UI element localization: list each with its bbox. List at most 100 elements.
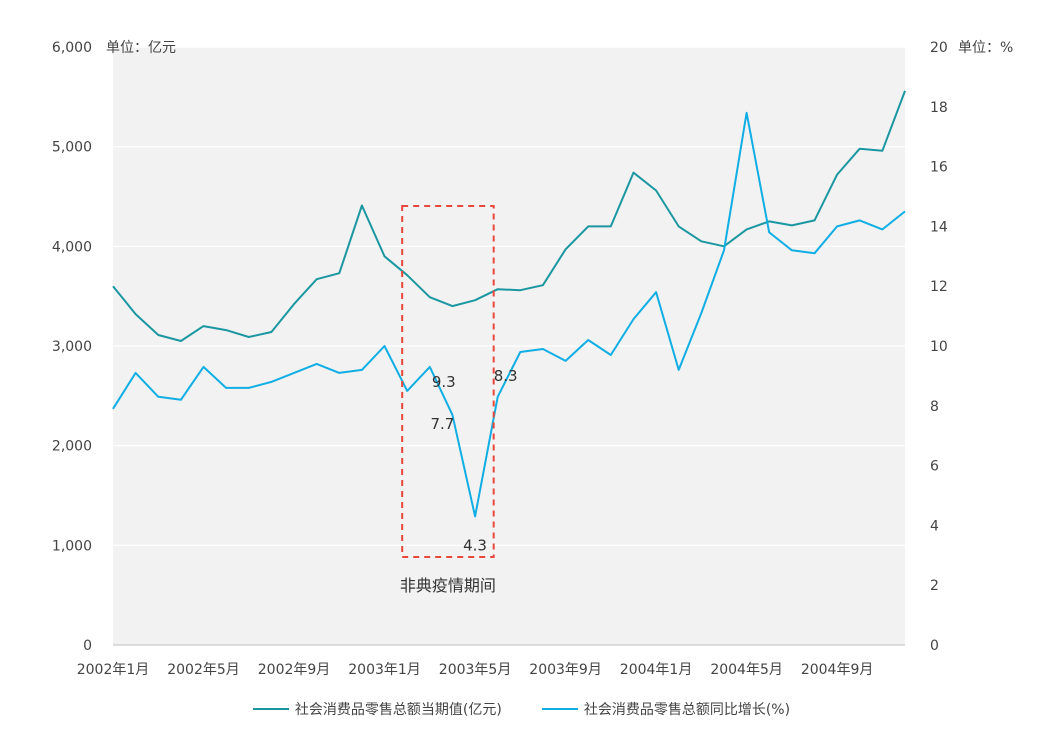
y-left-tick-label: 1,000 xyxy=(52,538,92,554)
data-point-retail-value xyxy=(337,271,341,275)
data-point-retail-growth xyxy=(202,365,206,369)
y-right-tick-label: 12 xyxy=(930,279,948,295)
data-point-retail-growth xyxy=(224,386,228,390)
data-point-retail-growth xyxy=(541,347,545,351)
data-point-retail-value xyxy=(586,224,590,228)
x-tick-label: 2002年9月 xyxy=(258,662,331,678)
y-left-tick-label: 0 xyxy=(83,638,92,654)
data-point-retail-growth xyxy=(405,389,409,393)
legend-item-retail-growth: 社会消费品零售总额同比增长(%) xyxy=(541,699,790,719)
y-right-tick-label: 20 xyxy=(930,40,948,56)
data-point-retail-value xyxy=(383,254,387,258)
y-right-tick-label: 0 xyxy=(930,638,939,654)
data-point-retail-growth xyxy=(383,344,387,348)
data-point-retail-growth xyxy=(518,350,522,354)
data-point-retail-value xyxy=(134,312,138,316)
data-point-retail-value xyxy=(631,171,635,175)
x-tick-label: 2002年5月 xyxy=(167,662,240,678)
data-point-retail-growth xyxy=(111,407,115,411)
data-point-retail-growth xyxy=(496,395,500,399)
data-point-retail-growth xyxy=(767,230,771,234)
data-point-retail-growth xyxy=(880,227,884,231)
data-point-retail-growth xyxy=(903,209,907,213)
highlight-label: 非典疫情期间 xyxy=(400,576,496,595)
legend-item-retail-value: 社会消费品零售总额当期值(亿元) xyxy=(252,699,502,719)
data-point-retail-growth xyxy=(292,371,296,375)
series-line-retail-value xyxy=(112,90,906,342)
highlight-box xyxy=(401,205,495,558)
data-point-retail-growth xyxy=(247,386,251,390)
data-point-retail-growth xyxy=(134,371,138,375)
data-point-retail-value xyxy=(541,283,545,287)
y-right-unit-label: 单位：% xyxy=(958,40,1013,56)
y-left-tick-label: 2,000 xyxy=(52,439,92,455)
data-point-retail-value xyxy=(903,89,907,93)
data-point-retail-value xyxy=(518,288,522,292)
data-point-retail-growth xyxy=(586,338,590,342)
data-point-retail-value xyxy=(111,284,115,288)
data-point-retail-value xyxy=(405,273,409,277)
highlight-layer: 非典疫情期间 xyxy=(400,205,496,595)
data-point-retail-growth xyxy=(473,514,477,518)
data-point-retail-value xyxy=(428,295,432,299)
labels-layer: 9.3 7.7 4.3 8.3 xyxy=(430,367,517,555)
legend-label-retail-value: 社会消费品零售总额当期值(亿元) xyxy=(294,702,502,718)
data-point-retail-value xyxy=(496,287,500,291)
data-point-retail-value xyxy=(360,203,364,207)
data-point-retail-growth xyxy=(745,111,749,115)
y-right-tick-label: 6 xyxy=(930,459,939,475)
y-right-tick-label: 10 xyxy=(930,339,948,355)
data-point-retail-growth xyxy=(631,317,635,321)
data-point-retail-value xyxy=(156,333,160,337)
x-tick-label: 2003年5月 xyxy=(439,662,512,678)
y-right-tick-label: 8 xyxy=(930,399,939,415)
y-right-tick-label: 16 xyxy=(930,160,948,176)
y-right-tick-label: 2 xyxy=(930,578,939,594)
data-point-retail-value xyxy=(745,227,749,231)
data-point-retail-growth xyxy=(654,290,658,294)
x-tick-label: 2004年9月 xyxy=(801,662,874,678)
data-point-retail-value xyxy=(677,224,681,228)
data-point-retail-growth xyxy=(835,224,839,228)
series-layer xyxy=(111,89,907,518)
series-line-retail-growth xyxy=(112,111,906,518)
x-tick-label: 2003年9月 xyxy=(529,662,602,678)
data-point-retail-growth xyxy=(315,362,319,366)
data-point-retail-value xyxy=(450,304,454,308)
data-point-retail-growth xyxy=(858,218,862,222)
legend-swatch-retail-value xyxy=(252,708,289,710)
data-point-retail-growth xyxy=(337,371,341,375)
data-point-retail-value xyxy=(473,298,477,302)
data-point-retail-value xyxy=(790,223,794,227)
x-tick-label: 2003年1月 xyxy=(348,662,421,678)
data-point-retail-value xyxy=(835,173,839,177)
y-right-tick-label: 4 xyxy=(930,518,939,534)
x-tick-label: 2004年1月 xyxy=(620,662,693,678)
data-point-retail-value xyxy=(247,335,251,339)
data-point-retail-value xyxy=(812,218,816,222)
data-point-retail-value xyxy=(269,330,273,334)
data-point-retail-growth xyxy=(722,248,726,252)
data-point-retail-growth xyxy=(428,365,432,369)
data-point-retail-growth xyxy=(269,380,273,384)
data-label: 4.3 xyxy=(463,536,487,554)
data-point-retail-value xyxy=(880,149,884,153)
y-left-tick-label: 4,000 xyxy=(52,239,92,255)
x-tick-label: 2004年5月 xyxy=(710,662,783,678)
data-label: 7.7 xyxy=(430,415,454,433)
y-left-unit-label: 单位：亿元 xyxy=(106,40,176,56)
data-label: 9.3 xyxy=(432,373,456,391)
data-point-retail-growth xyxy=(360,368,364,372)
data-point-retail-value xyxy=(202,324,206,328)
y-right-tick-label: 18 xyxy=(930,100,948,116)
data-point-retail-growth xyxy=(699,311,703,315)
data-point-retail-growth xyxy=(156,395,160,399)
data-point-retail-value xyxy=(609,224,613,228)
data-point-retail-value xyxy=(315,277,319,281)
y-right-tick-label: 14 xyxy=(930,219,948,235)
data-point-retail-value xyxy=(292,302,296,306)
data-point-retail-value xyxy=(699,239,703,243)
data-point-retail-growth xyxy=(564,359,568,363)
y-left-tick-label: 3,000 xyxy=(52,339,92,355)
